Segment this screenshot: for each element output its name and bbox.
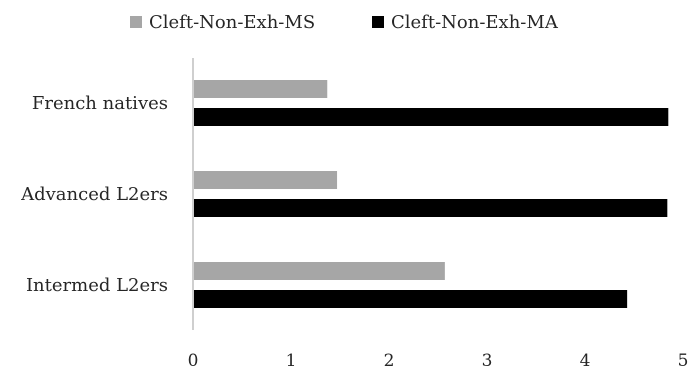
legend-swatch <box>372 16 384 28</box>
x-tick-labels: 0 1 2 3 4 5 <box>188 351 688 371</box>
bar-cleft-non-exh-ma-advanced-l2ers <box>194 199 668 217</box>
category-label: French natives <box>32 93 168 114</box>
legend: Cleft-Non-Exh-MS Cleft-Non-Exh-MA <box>130 12 559 33</box>
bar-cleft-non-exh-ma-intermed-l2ers <box>194 290 628 308</box>
x-tick-label: 5 <box>678 351 688 371</box>
legend-label: Cleft-Non-Exh-MA <box>391 12 559 33</box>
category-labels: French natives Advanced L2ers Intermed L2e… <box>20 93 168 296</box>
x-tick-label: 3 <box>482 351 493 371</box>
x-tick-label: 0 <box>188 351 199 371</box>
x-tick-label: 1 <box>286 351 297 371</box>
bar-cleft-non-exh-ms-intermed-l2ers <box>194 262 445 280</box>
bar-cleft-non-exh-ms-french-natives <box>194 80 328 98</box>
x-tick-label: 4 <box>580 351 591 371</box>
x-tick-label: 2 <box>384 351 395 371</box>
legend-swatch <box>130 16 142 28</box>
category-label: Advanced L2ers <box>20 184 168 205</box>
category-label: Intermed L2ers <box>26 275 168 296</box>
bar-cleft-non-exh-ma-french-natives <box>194 108 669 126</box>
legend-label: Cleft-Non-Exh-MS <box>149 12 315 33</box>
bars <box>194 80 669 308</box>
bar-cleft-non-exh-ms-advanced-l2ers <box>194 171 338 189</box>
